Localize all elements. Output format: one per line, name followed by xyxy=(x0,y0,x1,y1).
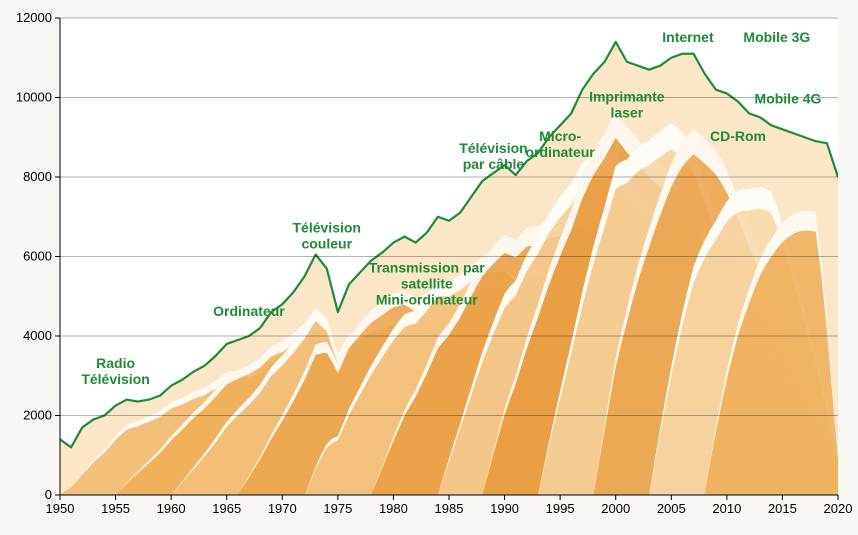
chart-annotation: Internet xyxy=(662,29,714,45)
x-tick-label: 1955 xyxy=(101,501,130,516)
y-tick-label: 4000 xyxy=(23,328,52,343)
x-tick-label: 1995 xyxy=(546,501,575,516)
chart-annotation: Micro- xyxy=(539,128,581,144)
y-tick-label: 10000 xyxy=(16,90,52,105)
chart-annotation: Télévision xyxy=(81,371,149,387)
chart-svg: 0 2000 4000 6000 8000 10000 12000 1950 1955 1960 1… xyxy=(0,0,858,535)
chart-annotation: Imprimante xyxy=(589,88,665,104)
chart-annotation: Mobile 4G xyxy=(755,90,822,106)
y-tick-label: 6000 xyxy=(23,249,52,264)
x-tick-label: 1985 xyxy=(435,501,464,516)
chart-annotation: par câble xyxy=(463,156,525,172)
x-tick-label: 1990 xyxy=(490,501,519,516)
chart-annotation: CD-Rom xyxy=(710,128,766,144)
chart-annotation: satellite xyxy=(401,275,453,291)
x-tick-label: 1970 xyxy=(268,501,297,516)
chart-annotation: Mini-ordinateur xyxy=(376,291,478,307)
x-tick-label: 2015 xyxy=(768,501,797,516)
x-tick-label: 2020 xyxy=(824,501,853,516)
x-tick-label: 2005 xyxy=(657,501,686,516)
x-tick-label: 1960 xyxy=(157,501,186,516)
chart-annotation: Transmission par xyxy=(369,259,485,275)
chart-annotation: Ordinateur xyxy=(213,303,285,319)
x-tick-label: 1980 xyxy=(379,501,408,516)
tech-waves-chart: 0 2000 4000 6000 8000 10000 12000 1950 1955 1960 1… xyxy=(0,0,858,535)
chart-annotation: couleur xyxy=(301,236,352,252)
y-tick-label: 12000 xyxy=(16,10,52,25)
x-tick-label: 1950 xyxy=(46,501,75,516)
x-tick-label: 1975 xyxy=(323,501,352,516)
x-tick-label: 1965 xyxy=(212,501,241,516)
chart-annotation: Mobile 3G xyxy=(743,29,810,45)
chart-annotation: Télévision xyxy=(293,220,361,236)
y-tick-label: 8000 xyxy=(23,169,52,184)
chart-annotation: Télévision xyxy=(459,140,527,156)
x-tick-label: 2000 xyxy=(601,501,630,516)
chart-annotation: Radio xyxy=(96,355,135,371)
chart-annotation: ordinateur xyxy=(526,144,596,160)
y-tick-label: 2000 xyxy=(23,408,52,423)
y-tick-label: 0 xyxy=(45,487,52,502)
x-tick-label: 2010 xyxy=(712,501,741,516)
chart-annotation: laser xyxy=(610,104,643,120)
